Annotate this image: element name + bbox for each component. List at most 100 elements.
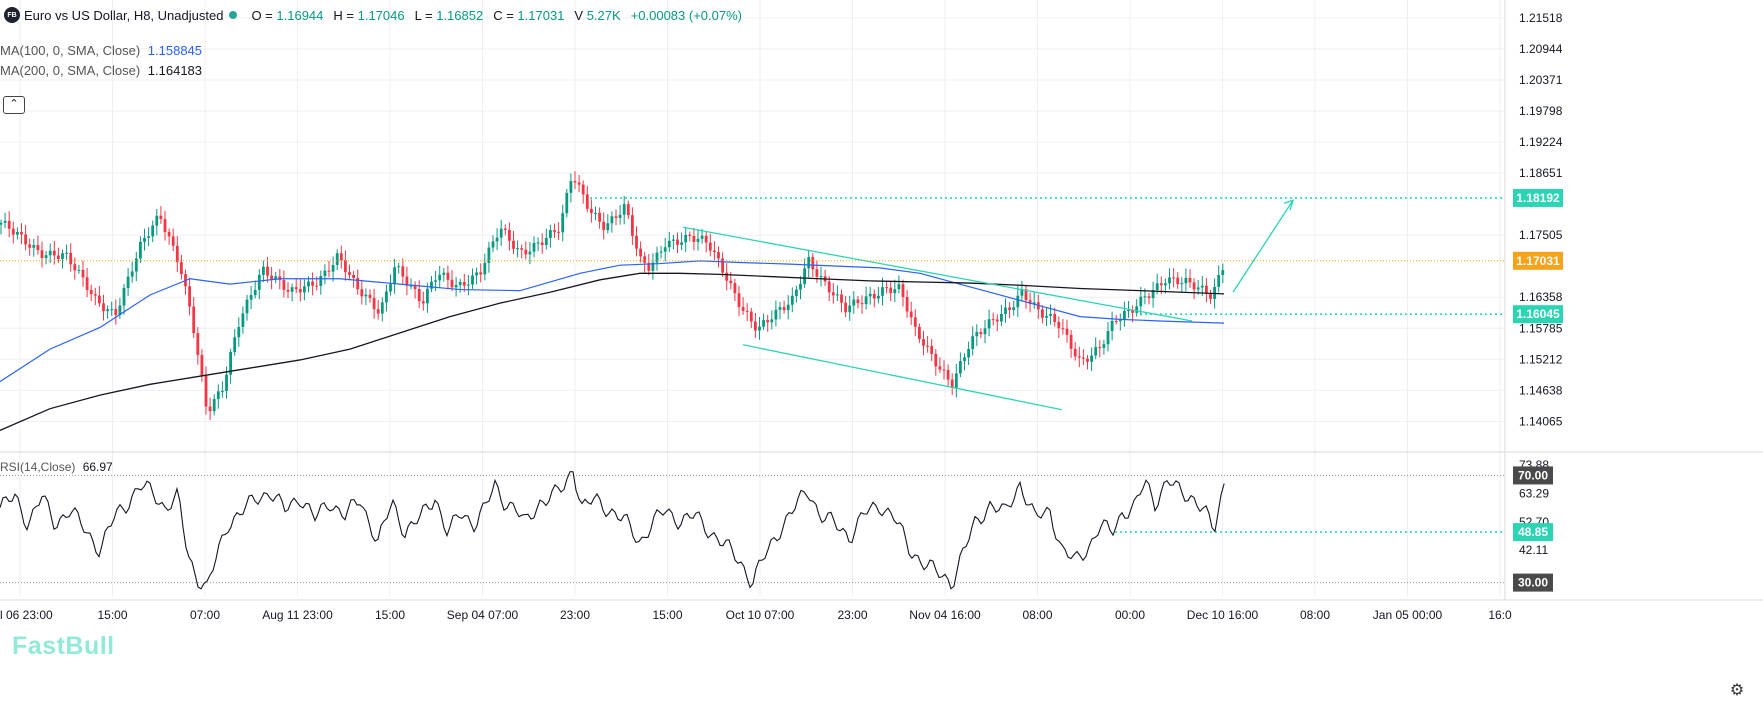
gear-icon[interactable]: ⚙ (1729, 682, 1745, 699)
candle-body (815, 269, 819, 277)
candle-body (729, 280, 733, 284)
candle-body (114, 309, 118, 315)
candle-body (581, 184, 585, 195)
candle-body (565, 192, 569, 214)
symbol-title[interactable]: Euro vs US Dollar, H8, Unadjusted (24, 7, 224, 23)
ohlc-open: O = 1.16944 (251, 7, 324, 23)
candle-body (1020, 289, 1024, 296)
candle-body (1098, 347, 1102, 349)
level-badge-label: 1.18192 (1516, 191, 1560, 205)
candle-body (922, 339, 925, 346)
candle-body (487, 247, 491, 263)
candle-body (852, 299, 856, 306)
candle-body (622, 204, 626, 215)
candle-body (225, 374, 228, 391)
candle-body (1127, 310, 1130, 312)
candle-body (1118, 319, 1122, 322)
candle-body (1106, 331, 1110, 345)
candle-body (635, 235, 638, 249)
candle-body (1123, 310, 1126, 320)
candle-body (503, 228, 507, 230)
candle-body (1024, 289, 1028, 301)
candle-body (40, 250, 44, 258)
candle-body (938, 366, 942, 370)
rsi-level-badge (1513, 466, 1553, 485)
time-tick-label: 15:00 (652, 608, 682, 622)
candle-body (11, 228, 15, 235)
price-tick-label: 1.14065 (1519, 414, 1563, 428)
candle-body (1041, 309, 1044, 318)
candle-body (872, 293, 876, 299)
chevron-up-icon: ⌃ (9, 98, 19, 110)
time-tick-label: Nov 04 16:00 (909, 608, 981, 622)
ma100-line (0, 260, 1225, 383)
candle-body (376, 309, 380, 314)
candle-body (610, 216, 614, 224)
rsi-pane (0, 471, 1505, 590)
candle-body (1176, 277, 1180, 285)
fastbull-watermark: FastBull (12, 632, 115, 660)
candle-body (69, 252, 73, 265)
candle-body (987, 319, 991, 329)
candle-body (532, 243, 536, 252)
candle-body (356, 278, 360, 290)
candle-body (975, 332, 979, 337)
candle-body (971, 336, 975, 350)
ohlc-low: L = 1.16852 (414, 7, 484, 23)
candle-body (499, 228, 503, 238)
candle-body (344, 260, 347, 273)
time-tick-label: Jul 06 23:00 (0, 608, 53, 622)
candle-body (65, 252, 68, 254)
candle-body (48, 250, 52, 256)
time-tick-label: Aug 11 23:00 (262, 608, 333, 622)
candle-body (196, 333, 200, 355)
candle-body (180, 262, 183, 275)
candle-body (7, 220, 11, 229)
ma200-legend[interactable]: MA(200, 0, SMA, Close) 1.164183 (0, 63, 202, 78)
candle-body (348, 272, 351, 275)
rsi-legend[interactable]: RSI(14,Close) 66.97 (0, 460, 113, 474)
candle-body (81, 269, 85, 278)
candle-body (28, 244, 32, 248)
candle-body (221, 390, 224, 392)
candle-body (442, 272, 446, 275)
candle-body (979, 332, 983, 335)
candle-body (315, 285, 319, 287)
candle-body (245, 299, 249, 314)
candle-body (717, 252, 720, 259)
candle-body (836, 294, 839, 296)
candle-body (426, 288, 429, 304)
candle-body (229, 351, 232, 375)
candle-body (1012, 307, 1016, 311)
candle-body (77, 269, 81, 271)
candle-body (708, 242, 712, 251)
ma100-legend[interactable]: MA(100, 0, SMA, Close) 1.158845 (0, 43, 202, 58)
candle-body (1192, 282, 1196, 290)
candle-body (1164, 283, 1167, 286)
candle-body (745, 310, 749, 312)
candle-body (807, 257, 811, 269)
candle-body (216, 391, 220, 400)
rsi-level-label: 70.00 (1518, 468, 1548, 482)
price-tick-label: 1.17505 (1519, 228, 1563, 242)
candle-body (89, 289, 93, 295)
candle-body (163, 219, 167, 233)
candle-body (778, 307, 782, 310)
time-tick-label: 08:00 (1022, 608, 1052, 622)
candle-body (819, 276, 823, 278)
candle-body (397, 266, 401, 268)
candle-body (1139, 296, 1143, 307)
candle-body (57, 255, 60, 259)
candle-body (130, 271, 134, 277)
candle-body (643, 256, 647, 263)
candle-body (934, 353, 938, 367)
candle-body (311, 281, 314, 286)
candle-body (1147, 296, 1151, 299)
time-tick-label: 15:00 (375, 608, 405, 622)
candle-body (438, 274, 442, 281)
drawings[interactable] (0, 197, 1505, 533)
candle-body (393, 267, 396, 285)
collapse-legend-button[interactable]: ⌃ (3, 96, 25, 114)
candle-body (159, 215, 163, 220)
